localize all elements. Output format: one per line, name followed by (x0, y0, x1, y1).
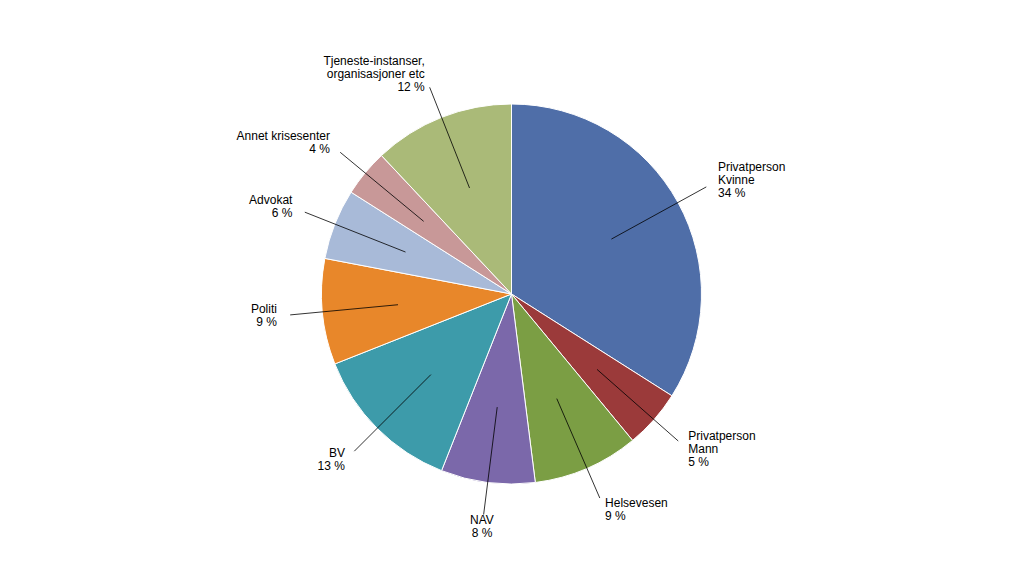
data-label-line: 6 % (272, 206, 293, 220)
leader-line (340, 152, 423, 221)
labels: PrivatpersonKvinne34 %PrivatpersonMann5 … (237, 54, 786, 540)
data-label-line: 9 % (605, 509, 626, 523)
data-label-line: 12 % (397, 80, 425, 94)
data-label: Tjeneste-instanser,organisasjoner etc12 … (323, 54, 425, 94)
leader-line (557, 399, 600, 498)
data-label-line: Mann (688, 442, 718, 456)
data-label-line: organisasjoner etc (327, 67, 425, 81)
data-label-line: Annet krisesenter (237, 129, 330, 143)
data-label-line: BV (329, 446, 345, 460)
leader-line (611, 187, 706, 239)
pie-slice (381, 104, 511, 294)
data-label-line: 4 % (309, 142, 330, 156)
leader-line (305, 212, 406, 252)
data-label-line: 13 % (318, 459, 346, 473)
chart: PrivatpersonKvinne34 %PrivatpersonMann5 … (0, 0, 1023, 588)
slices (321, 104, 701, 484)
pie: PrivatpersonKvinne34 %PrivatpersonMann5 … (237, 54, 786, 540)
data-label-line: Advokat (249, 193, 293, 207)
data-label-line: Privatperson (718, 160, 785, 174)
data-label-line: 34 % (718, 186, 746, 200)
data-label-line: Tjeneste-instanser, (323, 54, 424, 68)
leader-line (484, 407, 498, 514)
data-label-line: Politi (251, 302, 277, 316)
data-label-line: Privatperson (688, 429, 755, 443)
data-label: Politi9 % (251, 302, 277, 329)
data-label: PrivatpersonKvinne34 % (718, 160, 785, 200)
data-label: Advokat6 % (249, 193, 293, 220)
data-label-line: Helsevesen (605, 496, 668, 510)
leader-line (354, 375, 431, 452)
data-label: NAV8 % (470, 513, 494, 540)
leader-line (290, 305, 398, 315)
data-label: Helsevesen9 % (605, 496, 668, 523)
leader-line (597, 369, 678, 441)
data-label-line: 5 % (688, 455, 709, 469)
data-label-line: 9 % (256, 315, 277, 329)
data-label: Annet krisesenter4 % (237, 129, 331, 156)
data-label: PrivatpersonMann5 % (688, 429, 755, 469)
data-label-line: 8 % (472, 526, 493, 540)
leader-line (430, 87, 470, 188)
data-label: BV13 % (318, 446, 346, 473)
data-label-line: NAV (470, 513, 494, 527)
data-label-line: Kvinne (718, 173, 755, 187)
